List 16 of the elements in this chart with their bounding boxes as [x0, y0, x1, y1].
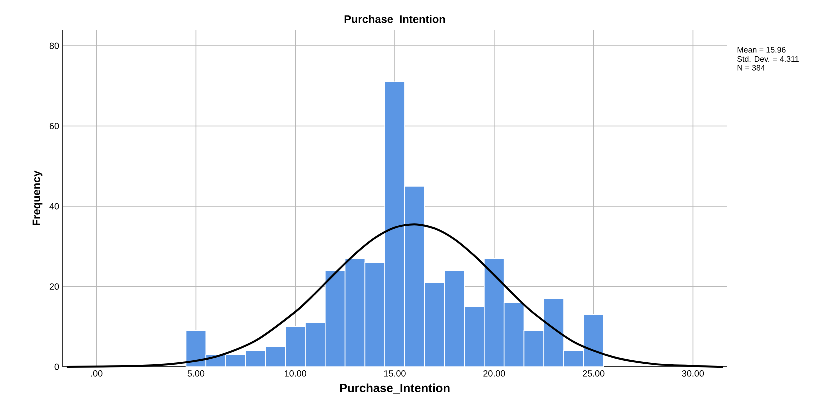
x-tick-label: .00	[91, 370, 103, 377]
chart-title: Purchase_Intention	[344, 15, 446, 25]
x-tick-label: 10.00	[285, 370, 306, 377]
x-tick-label: 30.00	[682, 370, 704, 377]
line-series	[66, 224, 724, 368]
y-axis-title: Frequency	[32, 170, 43, 226]
y-tick-label: 80	[50, 42, 60, 50]
y-tick-label: 0	[54, 364, 60, 370]
y-tick-label: 20	[50, 284, 60, 290]
x-tick-label: 25.00	[583, 370, 605, 377]
x-tick-label: 20.00	[484, 370, 506, 377]
y-tick-label: 60	[50, 123, 60, 130]
y-tick-label: 40	[50, 203, 60, 210]
x-tick-label: 5.00	[188, 370, 205, 377]
x-tick-label: 15.00	[384, 370, 406, 377]
x-axis-title: Purchase_Intention	[340, 384, 450, 394]
